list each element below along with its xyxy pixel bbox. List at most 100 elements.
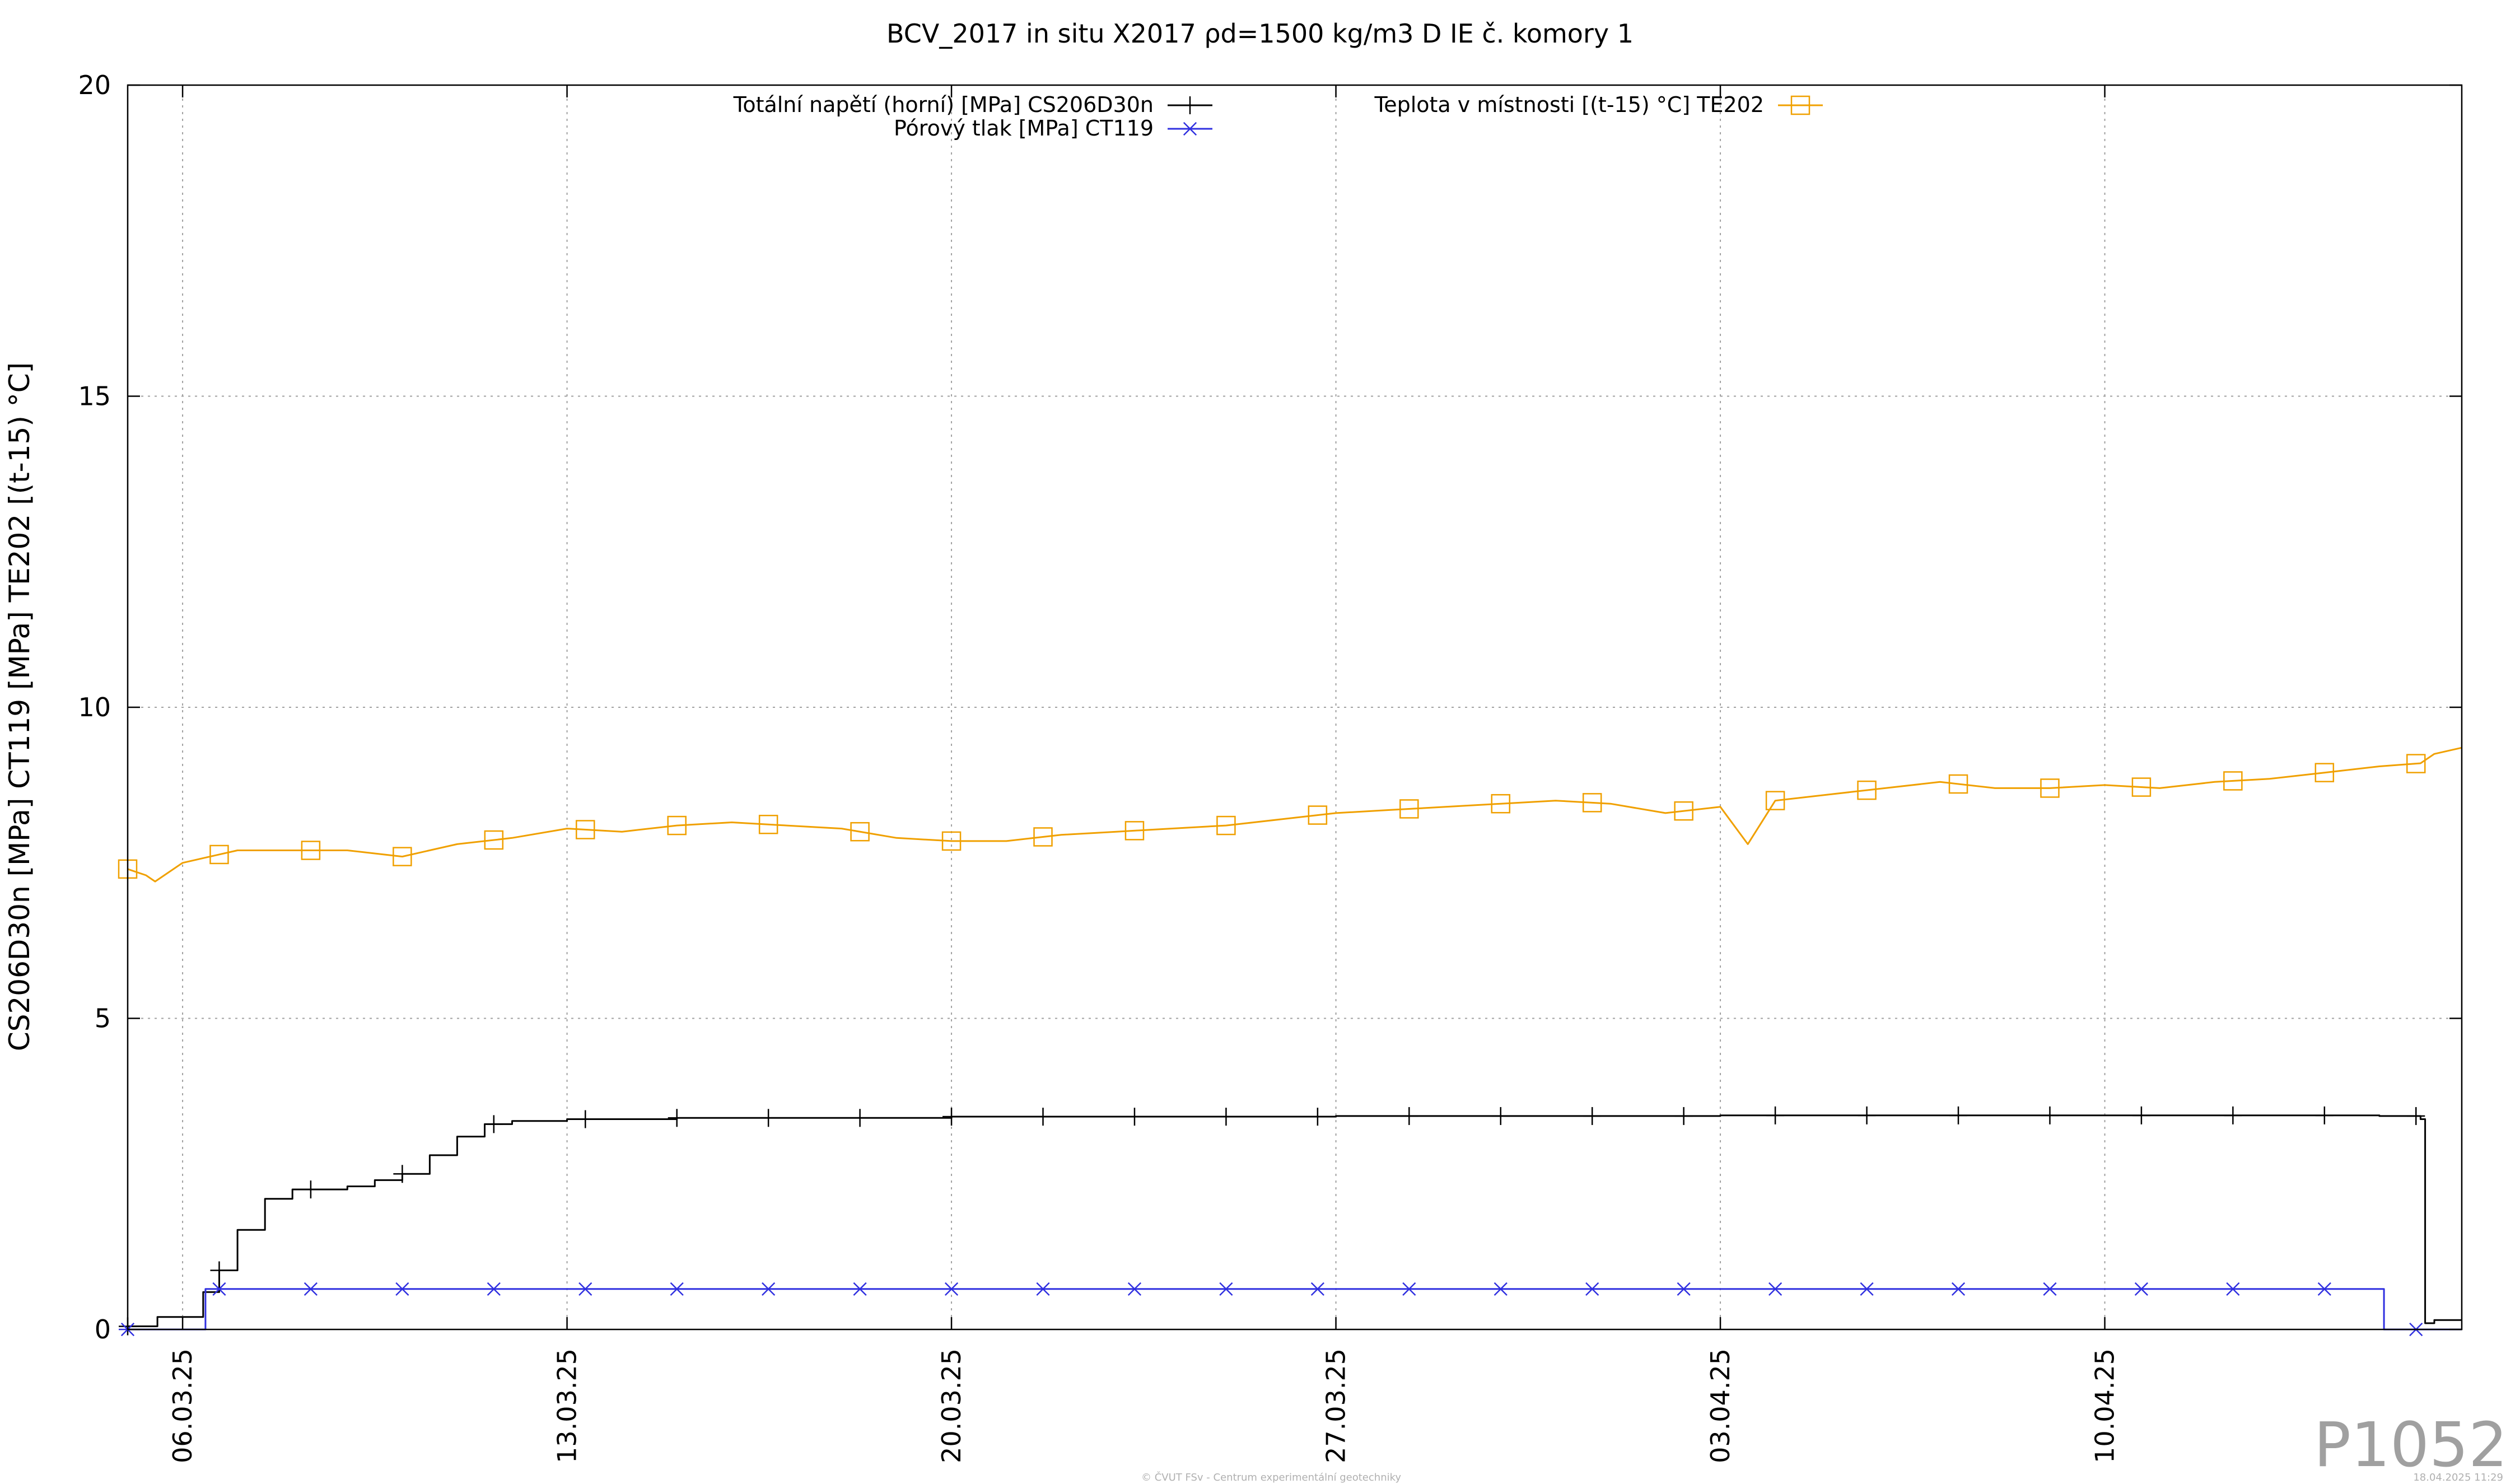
data-point	[301, 1180, 320, 1199]
data-point	[209, 844, 229, 865]
data-point	[2224, 1282, 2242, 1296]
series-line-2	[127, 746, 2462, 883]
x-tick-label: 06.03.25	[167, 1348, 198, 1463]
data-point	[1308, 1282, 1327, 1296]
data-point	[2315, 1106, 2334, 1124]
data-point	[1674, 801, 1693, 821]
data-point	[2132, 1106, 2150, 1124]
data-point	[1766, 1282, 1785, 1296]
data-point	[942, 1282, 961, 1296]
data-point	[393, 1282, 412, 1296]
data-point	[2131, 777, 2152, 797]
data-point	[484, 1282, 503, 1296]
chart-title: BCV_2017 in situ X2017 ρd=1500 kg/m3 D I…	[886, 18, 1634, 49]
data-point	[393, 847, 412, 866]
data-point	[759, 1282, 778, 1296]
data-point	[301, 841, 321, 860]
data-point	[941, 831, 962, 851]
legend-marker-0	[1181, 96, 1199, 114]
legend: Totální napětí (horní) [MPa] CS206D30nPó…	[733, 92, 1823, 141]
series-line-1	[128, 1288, 2462, 1331]
x-tick-label: 27.03.25	[1321, 1348, 1351, 1463]
y-axis-label: CS206D30n [MPa] CT119 [MPa] TE202 [(t-15…	[3, 362, 36, 1051]
data-point	[1491, 1107, 1510, 1125]
x-tick-label: 20.03.25	[936, 1348, 967, 1463]
marker-layer	[118, 754, 2426, 1337]
data-point	[851, 1109, 869, 1127]
data-point	[1674, 1282, 1693, 1296]
data-point	[1949, 1106, 1968, 1124]
data-point	[1766, 1106, 1785, 1124]
x-tick-label: 03.04.25	[1705, 1348, 1735, 1463]
data-point	[1491, 1282, 1510, 1296]
data-point	[1949, 1282, 1968, 1296]
footer-timestamp: 18.04.2025 11:29	[2413, 1472, 2503, 1483]
data-point	[1125, 1282, 1144, 1296]
data-point	[1583, 1107, 1602, 1125]
data-point	[668, 1109, 686, 1127]
data-point	[850, 822, 870, 842]
data-point	[2224, 1106, 2242, 1124]
data-point	[942, 1108, 961, 1126]
data-point	[1857, 780, 1877, 800]
data-point	[1034, 1108, 1052, 1126]
data-point	[2041, 1106, 2059, 1124]
data-point	[2406, 754, 2426, 773]
data-point	[1217, 1282, 1235, 1296]
series-line-0	[128, 1114, 2462, 1327]
data-point	[576, 1110, 595, 1128]
data-point	[2314, 763, 2335, 782]
y-tick-label: 20	[78, 70, 111, 100]
data-point	[393, 1165, 412, 1183]
data-point	[301, 1282, 320, 1296]
legend-label-1: Pórový tlak [MPa] CT119	[894, 116, 1154, 141]
data-point	[2041, 1282, 2059, 1296]
data-point	[758, 814, 778, 834]
data-point	[1125, 1108, 1144, 1126]
data-point	[759, 1109, 778, 1127]
data-point	[1399, 799, 1419, 819]
data-point	[1858, 1106, 1876, 1124]
data-point	[2132, 1282, 2150, 1296]
data-point	[576, 1282, 595, 1296]
legend-label-2: Teplota v místnosti [(t-15) °C] TE202	[1374, 92, 1764, 117]
y-tick-label: 0	[95, 1314, 111, 1345]
x-tick-label: 13.03.25	[552, 1348, 582, 1463]
data-point	[484, 830, 504, 850]
data-point	[668, 1282, 686, 1296]
legend-marker-1	[1181, 122, 1199, 136]
data-point	[210, 1282, 228, 1296]
data-point	[2407, 1107, 2425, 1125]
data-point	[1034, 1282, 1052, 1296]
data-point	[1033, 827, 1053, 847]
data-point	[1583, 1282, 1602, 1296]
y-tick-label: 10	[78, 692, 111, 722]
data-point	[1765, 791, 1785, 810]
data-point	[1308, 1108, 1327, 1126]
data-point	[2040, 778, 2060, 798]
data-point	[667, 815, 687, 836]
data-point	[1124, 821, 1145, 841]
data-point	[210, 1261, 228, 1280]
plot-id: P1052	[2314, 1409, 2508, 1481]
legend-label-0: Totální napětí (horní) [MPa] CS206D30n	[733, 92, 1154, 117]
data-point	[484, 1115, 503, 1133]
data-point	[1582, 793, 1602, 813]
data-point	[1400, 1282, 1418, 1296]
y-tick-label: 15	[78, 381, 111, 412]
data-point	[2315, 1282, 2334, 1296]
data-point	[1491, 794, 1511, 814]
data-point	[1216, 815, 1236, 836]
data-point	[1948, 774, 1968, 794]
data-point	[1858, 1282, 1876, 1296]
axis-ticks: 0 5 10 15 20 06.03.25 13.03.25 20.03.25 27.03.25…	[78, 70, 2462, 1463]
data-point	[851, 1282, 869, 1296]
grid	[128, 85, 2462, 1329]
data-point	[1217, 1108, 1235, 1126]
footer-credit: © ČVUT FSv - Centrum experimentální geot…	[1141, 1471, 1401, 1483]
series-layer	[127, 746, 2462, 1331]
data-point	[576, 820, 595, 839]
x-tick-label: 10.04.25	[2090, 1348, 2120, 1463]
y-tick-label: 5	[95, 1004, 111, 1034]
